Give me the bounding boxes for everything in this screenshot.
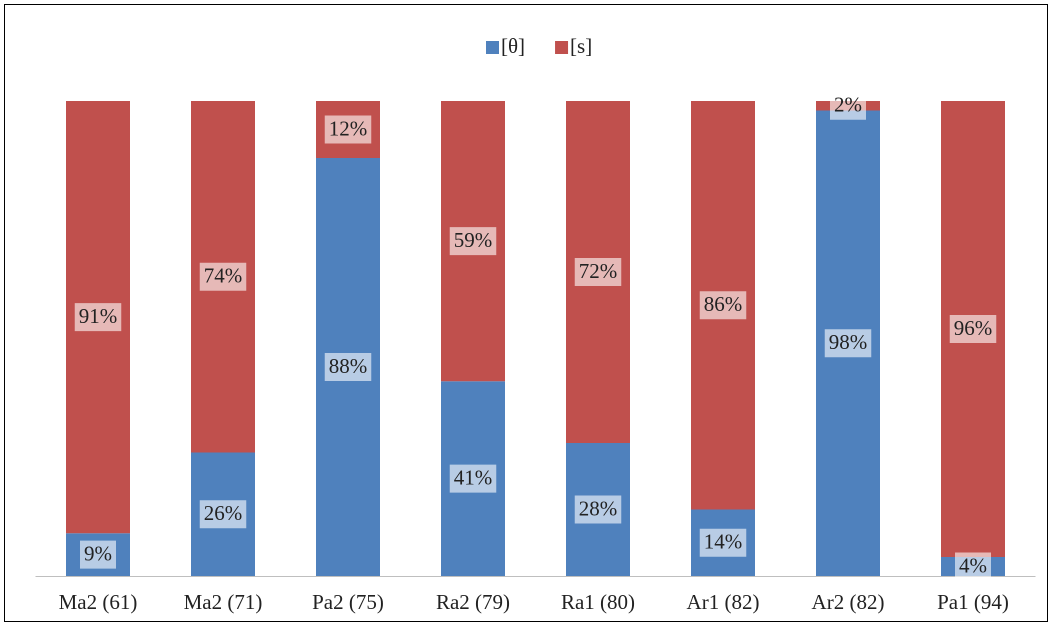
data-label-box — [80, 540, 116, 569]
data-label-box — [574, 495, 622, 524]
data-label-box — [949, 315, 997, 343]
data-label: 59% — [449, 227, 497, 256]
data-label: 4% — [955, 552, 991, 581]
data-label-text: 88% — [329, 354, 368, 378]
chart-frame — [4, 4, 1048, 622]
x-tick-label: Ar2 (82) — [812, 590, 885, 614]
data-label-text: 41% — [454, 465, 493, 489]
data-label: 2% — [830, 91, 866, 120]
x-tick-label: Pa1 (94) — [937, 590, 1009, 614]
data-label-text: 4% — [959, 553, 987, 577]
data-label-box — [699, 528, 747, 557]
x-tick-label: Pa2 (75) — [312, 590, 384, 614]
data-label-box — [199, 262, 247, 291]
data-label: 86% — [699, 291, 747, 320]
data-label: 72% — [574, 258, 622, 286]
x-tick-label: Ra2 (79) — [436, 590, 510, 614]
legend-label: [θ] — [501, 34, 525, 58]
data-label-text: 98% — [829, 330, 868, 354]
data-label-box — [574, 258, 622, 286]
data-label-text: 14% — [704, 530, 743, 554]
data-label-box — [824, 329, 872, 358]
legend-label: [s] — [570, 34, 592, 58]
data-label-text: 26% — [204, 501, 243, 525]
data-label: 26% — [199, 500, 247, 529]
data-label-text: 86% — [704, 292, 743, 316]
data-label-box — [449, 464, 497, 493]
data-label-box — [955, 552, 991, 581]
data-label-box — [199, 500, 247, 529]
legend: [θ] [s] — [486, 34, 592, 58]
data-label-text: 96% — [954, 316, 993, 340]
data-label-box — [74, 303, 122, 332]
data-label-text: 28% — [579, 496, 618, 520]
data-label-text: 9% — [84, 541, 112, 565]
data-label-text: 2% — [834, 93, 862, 117]
data-label: 9% — [80, 540, 116, 569]
data-label: 74% — [199, 262, 247, 291]
data-label-text: 91% — [79, 304, 118, 328]
data-label-box — [830, 91, 866, 120]
data-label-box — [324, 353, 372, 381]
data-label: 12% — [324, 115, 372, 144]
x-tick-label: Ar1 (82) — [687, 590, 760, 614]
x-tick-label: Ra1 (80) — [561, 590, 635, 614]
data-label: 91% — [74, 303, 122, 332]
data-label-box — [449, 227, 497, 256]
data-label-text: 72% — [579, 259, 618, 283]
data-label: 14% — [699, 528, 747, 557]
data-label: 96% — [949, 315, 997, 343]
x-tick-label: Ma2 (61) — [59, 590, 138, 614]
data-label-text: 59% — [454, 228, 493, 252]
data-label: 28% — [574, 495, 622, 524]
data-label-box — [324, 115, 372, 144]
legend-swatch — [486, 41, 499, 54]
data-label: 88% — [324, 353, 372, 381]
data-label: 98% — [824, 329, 872, 358]
data-label-box — [699, 291, 747, 320]
legend-swatch — [555, 41, 569, 54]
data-label-text: 12% — [329, 116, 368, 140]
x-tick-label: Ma2 (71) — [184, 590, 263, 614]
data-label: 41% — [449, 464, 497, 493]
data-label-text: 74% — [204, 264, 243, 288]
